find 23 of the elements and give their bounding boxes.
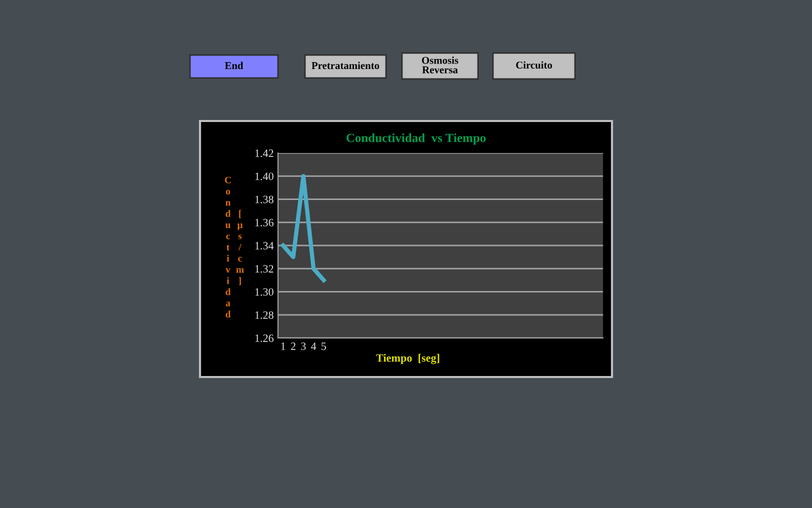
x-tick-label: 3 [301,342,306,350]
y-tick-label: 1.36 [255,218,274,226]
y-tick-label: 1.26 [255,334,274,342]
x-tick-label: 4 [310,342,316,350]
x-tick-label: 2 [290,342,296,350]
text: Circuito [516,61,552,69]
y-tick-label: 1.42 [255,149,274,158]
line-series [280,174,326,282]
text: End [224,62,244,70]
text: Osmosis Reversa [422,56,458,74]
x-tick-label: 1 [281,342,286,350]
text: [µs/cm] [236,210,244,286]
y-tick-label: 1.30 [255,288,274,296]
y-tick-label: 1.38 [255,196,274,204]
y-tick-label: 1.34 [255,242,274,250]
y-tick-label: 1.32 [255,265,274,273]
y-tick-label: 1.40 [255,172,274,180]
text: Pretratamiento [312,62,380,70]
text: Conductividad vs Tiempo [346,133,486,145]
x-axis-title: Tiempo [seg] [376,354,440,364]
text: Conductividad [224,176,231,318]
x-tick-label: 5 [322,342,326,350]
y-tick-label: 1.28 [255,311,274,319]
